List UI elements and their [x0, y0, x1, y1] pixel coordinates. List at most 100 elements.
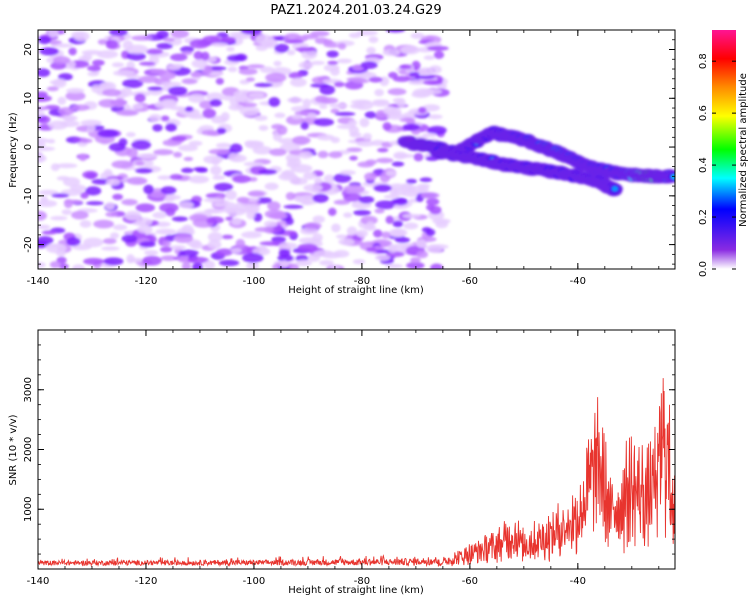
heatmap-cell	[81, 49, 103, 55]
heatmap-cell	[126, 147, 138, 158]
heatmap-cell	[358, 196, 375, 204]
heatmap-cell	[97, 39, 108, 45]
colorbar-tick-label: 0.2	[698, 209, 709, 225]
heatmap-cell	[274, 112, 286, 118]
heatmap-cell	[339, 170, 356, 176]
heatmap-cell	[124, 210, 142, 221]
heatmap-cell	[312, 215, 325, 224]
heatmap-cell	[171, 135, 187, 142]
heatmap-cell	[391, 161, 405, 167]
heatmap-cell	[71, 104, 90, 111]
heatmap-cell	[349, 155, 358, 161]
heatmap-cell	[356, 229, 368, 238]
heatmap-cell	[80, 192, 89, 199]
heatmap-cell	[312, 193, 329, 203]
heatmap-cell	[350, 99, 372, 105]
heatmap-cell	[246, 261, 260, 269]
heatmap-cell	[239, 106, 260, 117]
heatmap-cell	[238, 208, 260, 213]
colorbar-gradient	[712, 30, 736, 269]
heatmap-cell	[157, 175, 172, 180]
heatmap-cell	[99, 82, 113, 90]
heatmap-cell	[279, 260, 289, 268]
heatmap-cell	[376, 147, 389, 153]
heatmap-cell	[169, 174, 183, 181]
heatmap-cell	[210, 42, 228, 47]
heatmap-cell	[113, 70, 135, 77]
heatmap-cell	[160, 246, 173, 253]
heatmap-cell	[376, 157, 394, 164]
heatmap-cell	[343, 212, 353, 218]
heatmap-cell	[403, 222, 419, 230]
heatmap-cell	[152, 124, 163, 132]
heatmap-cell	[240, 30, 262, 35]
heatmap-cell	[330, 136, 340, 144]
heatmap-cell	[213, 202, 229, 208]
heatmap-cell	[360, 61, 378, 69]
y-tick-label: 20	[23, 43, 34, 56]
x-tick-label: -100	[243, 576, 266, 587]
heatmap-cell	[38, 142, 46, 147]
heatmap-cell	[86, 124, 96, 133]
heatmap-cell	[400, 45, 420, 55]
heatmap-cell	[402, 123, 420, 131]
heatmap-cell	[271, 236, 286, 243]
heatmap-cell	[225, 189, 237, 200]
heatmap-cell	[188, 113, 207, 120]
heatmap-cell	[408, 71, 420, 78]
heatmap-cell	[426, 244, 443, 253]
heatmap-cell	[162, 99, 178, 108]
heatmap-cell	[317, 134, 335, 141]
heatmap-cell	[170, 30, 189, 39]
heatmap-cell	[38, 106, 50, 111]
heatmap-cell	[103, 257, 124, 266]
heatmap-cell	[297, 243, 318, 252]
heatmap-cell	[304, 222, 322, 230]
heatmap-cell	[235, 238, 246, 249]
heatmap-cell	[393, 204, 409, 210]
heatmap-cell	[274, 43, 290, 53]
figure-title: PAZ1.2024.201.03.24.G29	[270, 3, 441, 18]
heatmap-cell	[57, 96, 67, 105]
heatmap-cell	[160, 81, 182, 87]
heatmap-cell	[426, 198, 440, 206]
heatmap-cell	[238, 68, 258, 75]
heatmap-cell	[241, 231, 262, 239]
y-tick-label: 10	[23, 92, 34, 105]
heatmap-cell	[231, 217, 242, 226]
heatmap-cell	[58, 107, 75, 116]
heatmap-cell	[188, 175, 210, 184]
heatmap-cell	[283, 204, 304, 209]
heatmap-cell	[181, 167, 194, 174]
spectrogram-frame	[37, 29, 676, 270]
heatmap-cell	[233, 89, 254, 100]
heatmap-cell	[208, 71, 224, 77]
heatmap-cell	[276, 125, 288, 135]
heatmap-cell	[103, 169, 113, 177]
heatmap-cell	[268, 97, 281, 107]
heatmap-cell	[352, 79, 370, 84]
heatmap-cell	[371, 100, 391, 107]
spectrogram-xlabel: Height of straight line (km)	[288, 285, 424, 296]
heatmap-cell	[160, 255, 177, 262]
heatmap-cell	[135, 217, 153, 227]
heatmap-cell	[265, 72, 287, 83]
heatmap-cell	[207, 239, 222, 250]
heatmap-cell	[222, 95, 235, 101]
heatmap-cell	[112, 224, 128, 231]
heatmap-cell	[135, 161, 145, 166]
heatmap-cell	[328, 151, 343, 159]
heatmap-cell	[162, 37, 175, 42]
heatmap-cell	[420, 192, 440, 199]
heatmap-cell	[319, 260, 334, 266]
heatmap-cell	[333, 81, 345, 88]
heatmap-cell	[169, 245, 186, 250]
heatmap-cell	[189, 39, 210, 49]
heatmap-cell	[167, 86, 188, 96]
heatmap-cell	[58, 263, 69, 269]
heatmap-cell	[327, 60, 339, 65]
heatmap-cell	[248, 92, 265, 99]
heatmap-cell	[310, 83, 330, 88]
heatmap-cell	[38, 137, 49, 144]
